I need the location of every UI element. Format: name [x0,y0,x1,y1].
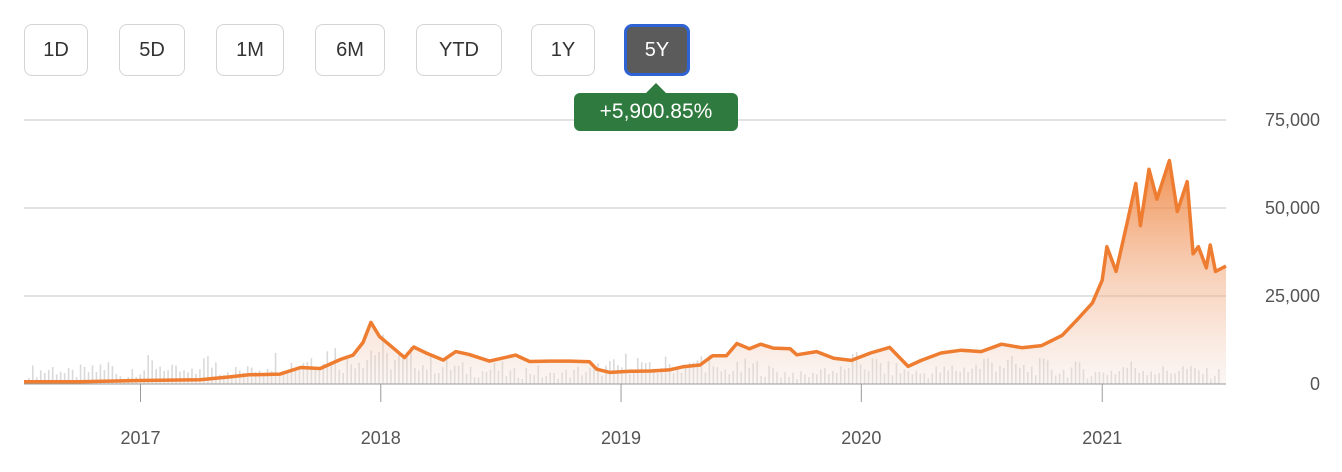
volume-bar [274,352,277,384]
range-button-1m[interactable]: 1M [216,24,284,76]
volume-bar [43,372,46,384]
range-button-ytd[interactable]: YTD [416,24,502,76]
volume-bar [187,372,189,384]
volume-bar [103,370,106,384]
volume-bar [39,370,42,384]
volume-bar [55,374,58,384]
range-button-5y[interactable]: 5Y [624,24,690,76]
x-tick-label: 2018 [361,428,401,448]
volume-bar [79,364,82,384]
volume-bar [67,368,70,384]
volume-bar [167,370,169,384]
volume-bar [155,369,157,384]
volume-bar [163,370,165,384]
volume-bar [83,366,86,384]
x-tick-label: 2021 [1082,428,1122,448]
y-tick-label: 0 [1310,374,1320,394]
volume-bar [203,358,205,384]
range-selector: 1D 5D 1M 6M YTD 1Y 5Y [0,0,1342,80]
volume-bar [147,355,149,384]
volume-bar [31,365,34,384]
volume-bar [207,356,209,384]
range-button-6m[interactable]: 6M [315,24,385,76]
volume-bar [91,365,94,384]
volume-bar [47,369,50,384]
volume-bar [99,364,102,384]
volume-bar [199,369,201,384]
volume-bar [143,370,146,384]
volume-bar [51,367,54,384]
volume-bar [175,365,177,384]
volume-bar [159,366,161,384]
volume-bar [179,371,181,384]
volume-bar [151,360,153,384]
volume-bar [211,367,213,384]
price-line [23,158,1227,384]
y-axis-labels: 75,000 50,000 25,000 0 [1265,110,1320,394]
y-tick-label: 75,000 [1265,110,1320,130]
volume-bar [215,362,217,384]
x-tick-marks: 2017 2018 2019 2020 2021 [120,384,1122,448]
x-tick-label: 2019 [601,428,641,448]
volume-bar [171,364,173,384]
volume-bar [71,369,74,384]
volume-bar [111,365,114,384]
grid-lines [24,119,1226,297]
price-area-fill [24,160,1226,384]
percent-change-badge: +5,900.85% [574,83,738,131]
volume-bar [87,372,90,384]
volume-bar [59,371,62,384]
volume-bar [63,372,66,384]
range-button-1d[interactable]: 1D [24,24,88,76]
volume-bar [191,368,193,384]
volume-bar [183,370,185,384]
volume-bar [625,353,627,384]
y-tick-label: 25,000 [1265,286,1320,306]
range-button-5d[interactable]: 5D [119,24,185,76]
volume-bar [115,374,118,384]
range-button-1y[interactable]: 1Y [531,24,595,76]
x-tick-label: 2017 [120,428,160,448]
volume-bar [95,372,98,384]
volume-bar [107,362,110,384]
y-tick-label: 50,000 [1265,198,1320,218]
x-tick-label: 2020 [841,428,881,448]
volume-bar [131,369,134,384]
